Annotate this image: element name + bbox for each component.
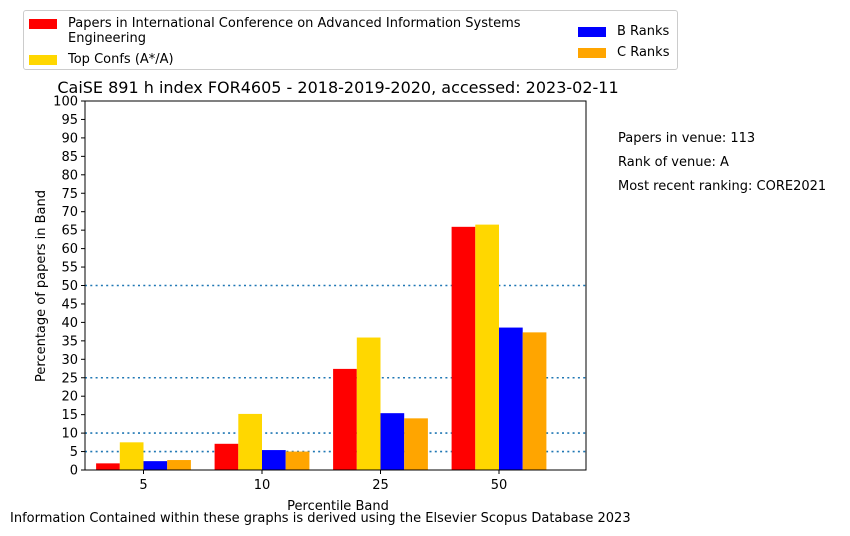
plot-frame xyxy=(84,100,587,471)
y-tick-label: 100 xyxy=(53,95,78,110)
y-tick-label: 95 xyxy=(61,113,78,128)
y-tick-label: 15 xyxy=(61,408,78,423)
legend-item-c-ranks: C Ranks xyxy=(578,45,669,60)
legend-swatch-blue xyxy=(578,27,606,37)
bar xyxy=(404,418,428,470)
bars xyxy=(96,224,547,470)
y-tick-label: 50 xyxy=(61,279,78,294)
bar xyxy=(96,463,120,470)
legend-swatch-red xyxy=(29,19,57,29)
y-tick-label: 0 xyxy=(70,464,78,479)
y-tick-label: 60 xyxy=(61,242,78,257)
bar xyxy=(119,442,144,470)
y-tick-label: 10 xyxy=(61,427,78,442)
bar xyxy=(143,461,168,470)
legend-swatch-yellow xyxy=(29,55,57,65)
bar xyxy=(214,443,239,470)
y-tick-label: 80 xyxy=(61,168,78,183)
most-recent-ranking: Most recent ranking: CORE2021 xyxy=(618,179,827,194)
bar xyxy=(380,413,405,470)
y-axis-label: Percentage of papers in Band xyxy=(34,190,49,382)
y-tick-label: 85 xyxy=(61,150,78,165)
y-tick-label: 90 xyxy=(61,131,78,146)
y-tick-label: 65 xyxy=(61,224,78,239)
x-axis: 5 10 25 50 xyxy=(139,470,507,493)
y-tick-label: 30 xyxy=(61,353,78,368)
bar xyxy=(356,337,381,470)
x-tick-label: 5 xyxy=(139,478,147,493)
y-tick-label: 45 xyxy=(61,297,78,312)
bar xyxy=(499,327,523,470)
legend-label-top-confs: Top Confs (A*/A) xyxy=(68,52,174,67)
legend-label-c-ranks: C Ranks xyxy=(617,45,670,60)
y-axis: 0 5 10 15 20 25 30 35 40 45 50 55 60 65 70 75 80 85 90 95 10… xyxy=(53,95,85,479)
rank-of-venue: Rank of venue: A xyxy=(618,155,729,170)
legend-label-venue-papers: Papers in International Conference on Ad… xyxy=(68,16,521,46)
y-tick-label: 35 xyxy=(61,334,78,349)
bar xyxy=(238,413,262,470)
papers-in-venue: Papers in venue: 113 xyxy=(618,131,756,146)
y-tick-label: 55 xyxy=(61,261,78,276)
bar xyxy=(451,226,476,470)
bar xyxy=(475,224,499,470)
x-tick-label: 50 xyxy=(491,478,508,493)
legend-label-b-ranks: B Ranks xyxy=(617,24,670,39)
bar xyxy=(333,368,357,470)
data-source-footer: Information Contained within these graph… xyxy=(10,511,631,526)
x-axis-label: Percentile Band xyxy=(287,499,389,514)
legend-item-top-confs: Top Confs (A*/A) xyxy=(29,52,174,67)
y-tick-label: 25 xyxy=(61,371,78,386)
x-tick-label: 25 xyxy=(372,478,389,493)
legend-swatch-orange xyxy=(578,48,606,58)
y-tick-label: 70 xyxy=(61,205,78,220)
y-tick-label: 40 xyxy=(61,316,78,331)
y-tick-label: 5 xyxy=(70,445,78,460)
y-tick-label: 75 xyxy=(61,187,78,202)
chart-legend: Papers in International Conference on Ad… xyxy=(23,10,678,70)
bar xyxy=(522,332,547,470)
bar xyxy=(262,450,286,470)
y-tick-label: 20 xyxy=(61,390,78,405)
legend-item-b-ranks: B Ranks xyxy=(578,24,669,39)
bar xyxy=(167,460,191,470)
chart-title: CaiSE 891 h index FOR4605 - 2018-2019-20… xyxy=(57,78,618,97)
legend-item-venue-papers: Papers in International Conference on Ad… xyxy=(29,16,559,46)
x-tick-label: 10 xyxy=(254,478,271,493)
bar xyxy=(285,451,310,470)
venue-notes: Papers in venue: 113 Rank of venue: A Mo… xyxy=(618,127,826,199)
